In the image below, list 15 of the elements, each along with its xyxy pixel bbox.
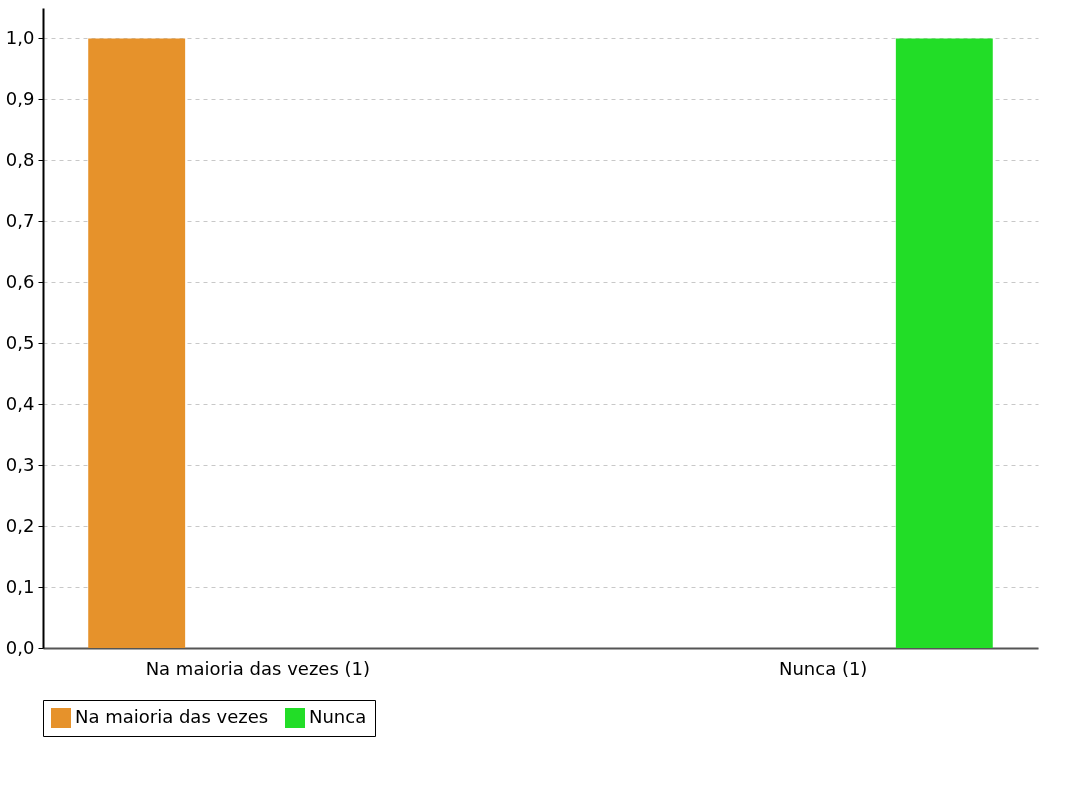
y-tick-label: 0,5 (5, 331, 35, 353)
legend-label: Na maioria das vezes (75, 706, 269, 727)
y-tick-label: 0,0 (5, 636, 35, 658)
y-tick-label: 0,8 (5, 148, 35, 170)
y-tick-label: 1,0 (5, 26, 35, 48)
y-tick-label: 0,7 (5, 209, 35, 231)
x-tick-label: Na maioria das vezes (1) (145, 657, 371, 679)
y-tick-label: 0,6 (5, 270, 35, 292)
y-tick-label: 0,9 (5, 87, 35, 109)
y-tick-label: 0,4 (5, 392, 35, 414)
y-tick-label: 0,1 (5, 575, 35, 597)
x-tick-label: Nunca (1) (778, 657, 868, 679)
y-tick-label: 0,2 (5, 514, 35, 536)
y-tick-label: 0,3 (5, 453, 35, 475)
legend-label: Nunca (309, 706, 367, 727)
